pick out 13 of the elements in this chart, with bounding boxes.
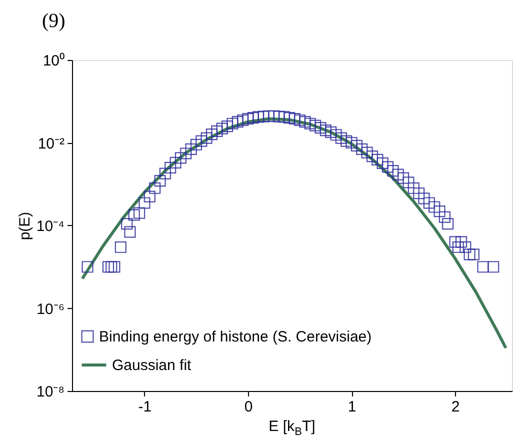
y-tick-label: 10⁻² <box>38 135 64 152</box>
y-tick-label: 10⁻⁸ <box>36 384 64 400</box>
x-tick-label: -1 <box>138 398 152 416</box>
y-tick-label: 10⁻⁶ <box>36 300 64 318</box>
x-tick-label: 0 <box>244 398 253 416</box>
legend-label: Binding energy of histone (S. Cerevisiae) <box>99 328 372 346</box>
y-tick-label: 10⁻⁴ <box>36 218 64 235</box>
x-tick-label: 1 <box>348 398 356 416</box>
x-tick-label: 2 <box>451 398 460 416</box>
y-axis-title: p(E) <box>16 212 34 240</box>
chart-title: (9) <box>42 10 66 32</box>
legend-label: Gaussian fit <box>112 357 192 374</box>
y-tick-label: 10⁰ <box>42 52 64 70</box>
